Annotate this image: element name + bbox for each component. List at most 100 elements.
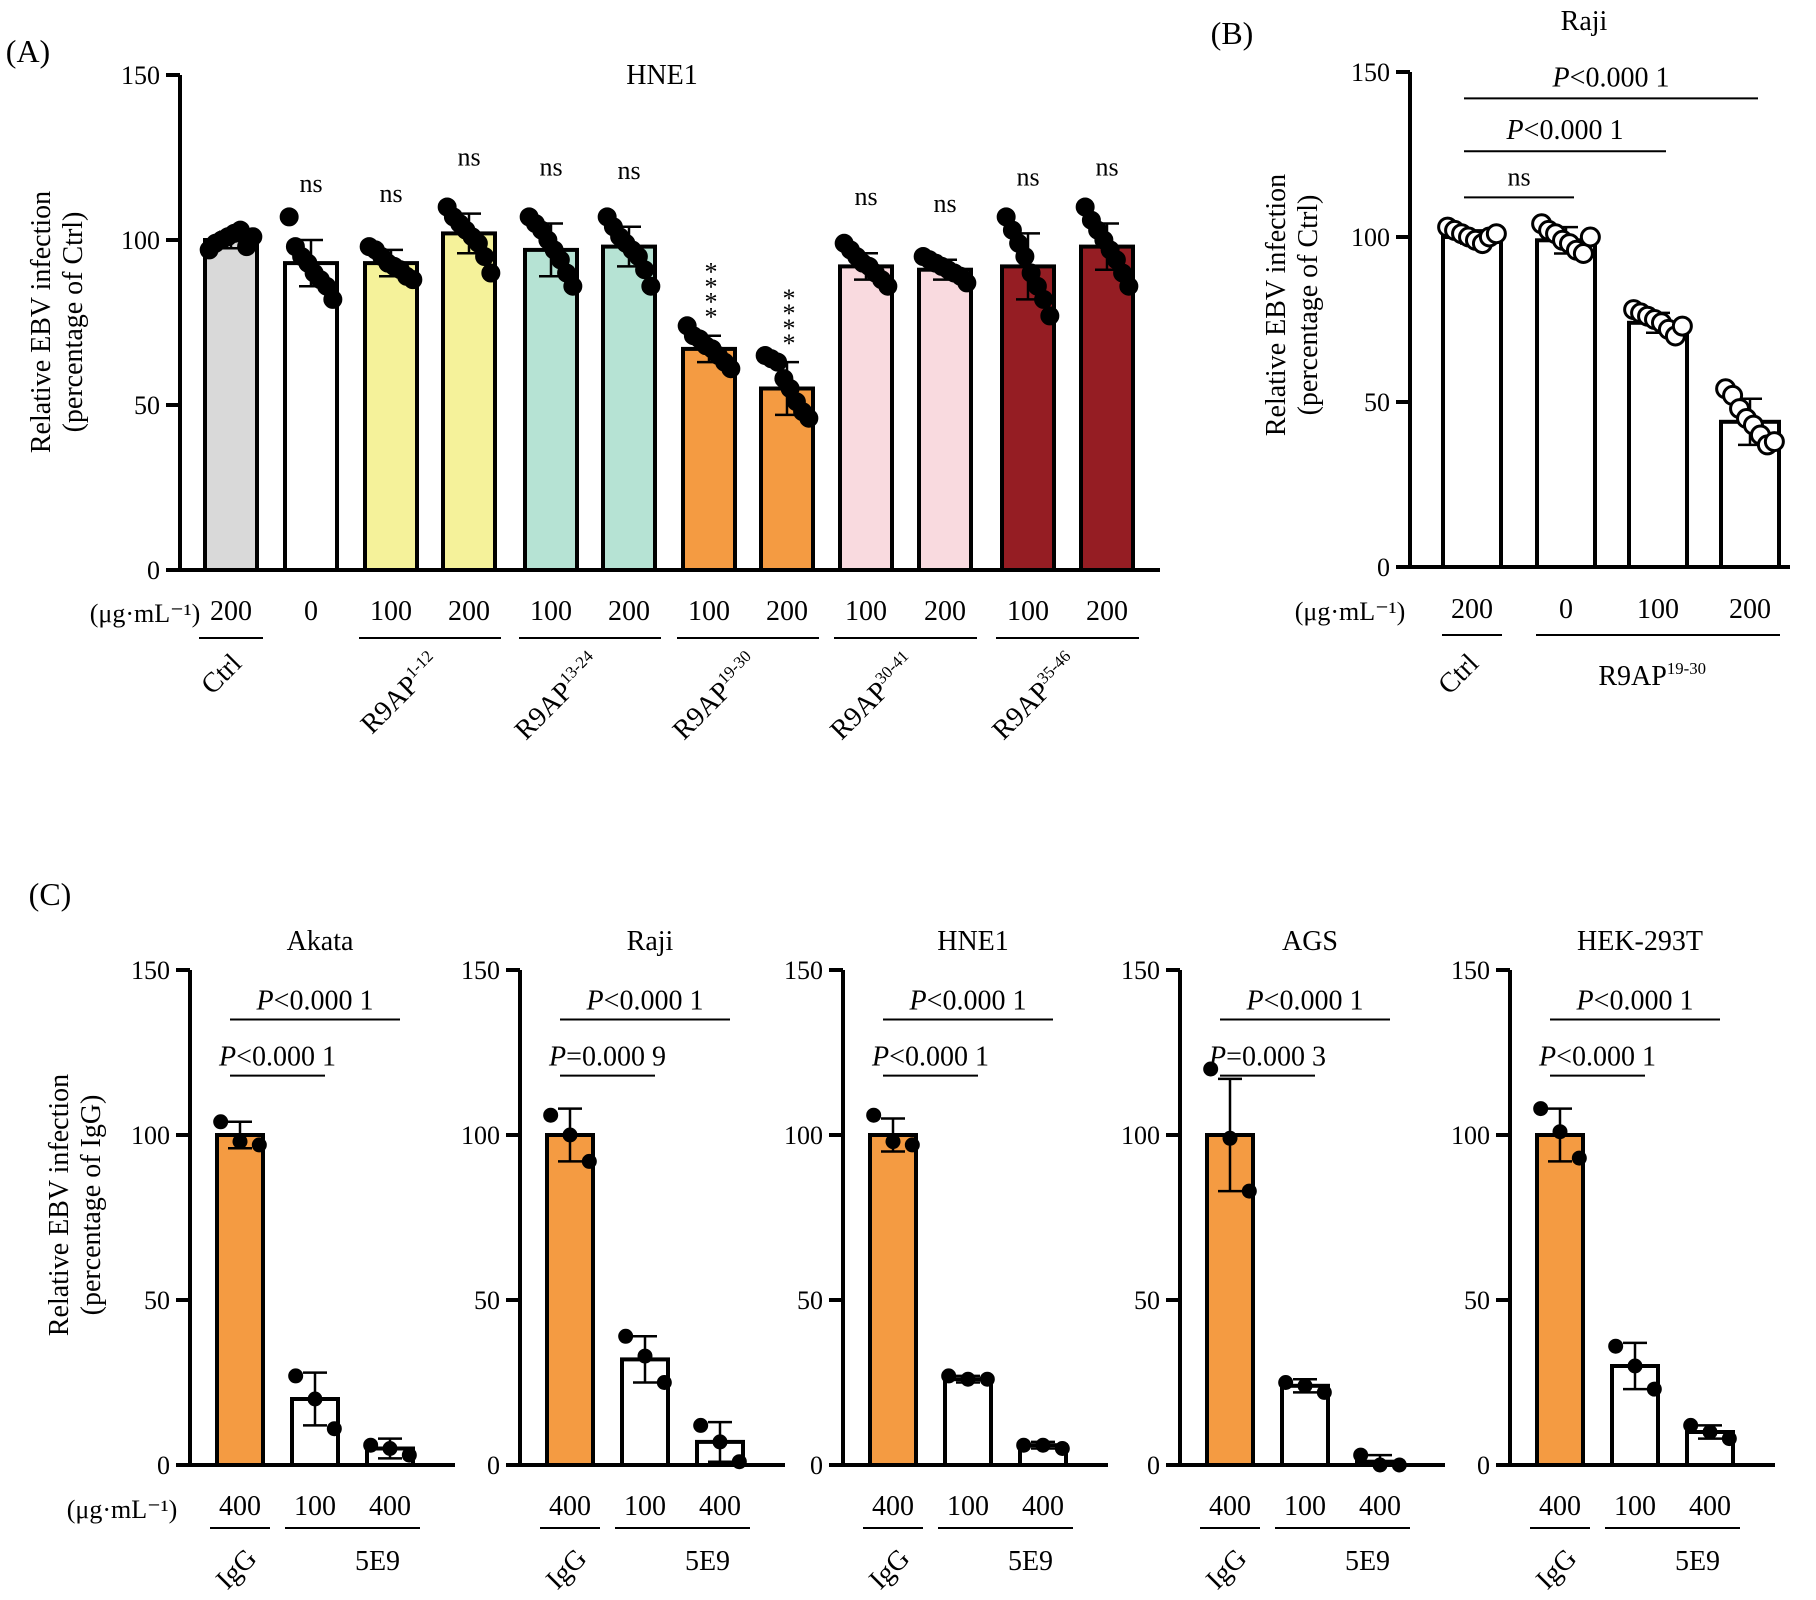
data-point: [1054, 1441, 1070, 1456]
y-tick-label: 100: [1351, 223, 1390, 252]
data-point: [1119, 276, 1139, 296]
data-point: [323, 289, 343, 309]
dose-label: 100: [370, 596, 412, 627]
significance-label: ns: [1016, 162, 1039, 191]
group-label: 5E9: [685, 1546, 730, 1577]
significance-label: ns: [379, 179, 402, 208]
dose-label: 400: [1689, 1491, 1731, 1522]
bar-b-1: [1535, 238, 1597, 570]
p-value-label: P<0.000 1: [871, 1042, 989, 1073]
y-tick-label: 100: [131, 1121, 170, 1150]
panel-c-ylabel: Relative EBV infection(percentage of IgG…: [44, 1074, 107, 1336]
y-tick-label: 100: [1451, 1121, 1490, 1150]
p-value-label: P<0.000 1: [1576, 986, 1694, 1017]
y-tick-label: 150: [784, 956, 823, 985]
data-point: [481, 263, 501, 283]
dose-label: 100: [624, 1491, 666, 1522]
data-point: [878, 276, 898, 296]
data-point: [979, 1371, 995, 1387]
data-point: [1316, 1384, 1332, 1400]
significance-label: ns: [299, 169, 322, 198]
panel-b-ylabel: Relative EBV infection(percentage of Ctr…: [1261, 174, 1324, 436]
significance-label: ns: [933, 189, 956, 218]
group-label: IgG: [1530, 1543, 1583, 1596]
data-point: [382, 1441, 398, 1456]
data-point: [1608, 1338, 1624, 1354]
group-label-superscript: 30-41: [871, 646, 912, 687]
data-point: [543, 1107, 559, 1123]
dose-label: 100: [1614, 1491, 1656, 1522]
dose-label: 200: [924, 596, 966, 627]
y-tick-label: 100: [784, 1121, 823, 1150]
y-tick-label: 150: [1121, 956, 1160, 985]
subpanel-title: HNE1: [937, 926, 1009, 957]
dose-label: 200: [1086, 596, 1128, 627]
group-label: IgG: [1200, 1543, 1253, 1596]
data-point: [1241, 1183, 1257, 1199]
data-point: [562, 1127, 578, 1143]
dose-label: 100: [947, 1491, 989, 1522]
p-value-label: P<0.000 1: [1538, 1042, 1656, 1073]
dose-label: 400: [872, 1491, 914, 1522]
bar-a-0: [203, 238, 259, 572]
data-point: [243, 227, 263, 247]
data-point: [1353, 1447, 1369, 1463]
ylabel-line: Relative EBV infection: [44, 1074, 75, 1336]
group-label: 5E9: [1675, 1546, 1720, 1577]
data-point: [232, 1134, 248, 1150]
group-label-superscript: 13-24: [556, 646, 598, 688]
data-point: [904, 1137, 920, 1153]
bar-a-4: [523, 247, 579, 572]
bar-a-3: [441, 231, 497, 572]
significance-label: ns: [617, 156, 640, 185]
bar-a-2: [363, 261, 419, 572]
significance-star: *: [705, 273, 718, 302]
significance-label: ns: [1507, 162, 1530, 191]
dose-label: 100: [1007, 596, 1049, 627]
group-label-text: Ctrl: [1432, 648, 1485, 701]
panel-letter-b: (B): [1211, 15, 1254, 51]
data-point: [251, 1137, 267, 1153]
data-point: [288, 1368, 304, 1384]
data-point: [656, 1375, 672, 1390]
unit-label-a: (μg·mL⁻¹): [90, 599, 201, 628]
unit-label-b: (μg·mL⁻¹): [1295, 597, 1406, 626]
y-tick-label: 0: [147, 556, 160, 585]
y-tick-label: 0: [1477, 1451, 1490, 1480]
data-point: [1552, 1124, 1568, 1140]
dose-label: 400: [1359, 1491, 1401, 1522]
significance-star: *: [783, 299, 796, 328]
y-tick-label: 0: [1147, 1451, 1160, 1480]
data-point: [957, 273, 977, 293]
dose-label: 0: [1559, 594, 1573, 625]
bar-c-2-0: [868, 1133, 918, 1467]
dose-label: 100: [294, 1491, 336, 1522]
y-tick-label: 0: [1377, 553, 1390, 582]
significance-star: *: [705, 258, 718, 287]
data-point: [1579, 226, 1601, 248]
data-point: [1391, 1457, 1407, 1473]
data-point: [693, 1417, 709, 1433]
group-label: R9AP30-41: [823, 646, 923, 746]
dose-label: 100: [1637, 594, 1679, 625]
bar-a-5: [601, 244, 657, 572]
ylabel-line: Relative EBV infection: [1261, 174, 1292, 436]
dose-label: 0: [304, 596, 318, 627]
y-tick-label: 50: [134, 391, 160, 420]
group-label: R9AP1-12: [353, 646, 447, 740]
y-tick-label: 0: [810, 1451, 823, 1480]
y-tick-label: 150: [1451, 956, 1490, 985]
dose-label: 400: [549, 1491, 591, 1522]
data-point: [721, 359, 741, 379]
panel-letter-c: (C): [29, 876, 72, 912]
data-point: [326, 1421, 342, 1437]
data-point: [581, 1153, 597, 1169]
y-tick-label: 50: [144, 1286, 170, 1315]
significance-star: *: [705, 303, 718, 332]
data-point: [1671, 315, 1693, 337]
bar-b-3: [1719, 419, 1781, 569]
data-point: [1034, 289, 1054, 309]
significance-label: ns: [457, 143, 480, 172]
significance-star: *: [783, 314, 796, 343]
data-point: [279, 207, 299, 227]
